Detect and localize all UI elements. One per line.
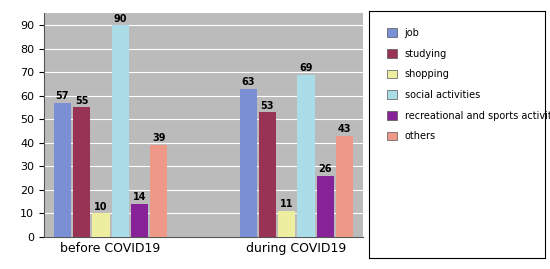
Text: 43: 43 bbox=[338, 124, 351, 134]
Text: 53: 53 bbox=[261, 101, 274, 111]
Bar bbox=[239, 89, 257, 237]
Bar bbox=[317, 176, 334, 237]
Text: 55: 55 bbox=[75, 96, 89, 106]
Text: 63: 63 bbox=[241, 77, 255, 87]
Text: 39: 39 bbox=[152, 133, 166, 143]
Text: 69: 69 bbox=[299, 63, 313, 73]
Legend: job, studying, shopping, social activities, recreational and sports activities, : job, studying, shopping, social activiti… bbox=[382, 23, 550, 146]
Text: 26: 26 bbox=[318, 164, 332, 174]
Bar bbox=[131, 204, 148, 237]
Text: 10: 10 bbox=[94, 201, 108, 212]
Bar bbox=[150, 145, 168, 237]
Text: 57: 57 bbox=[56, 91, 69, 101]
Bar bbox=[278, 211, 295, 237]
Bar bbox=[92, 213, 109, 237]
Text: 90: 90 bbox=[113, 13, 127, 24]
Bar bbox=[54, 103, 71, 237]
Bar bbox=[336, 136, 353, 237]
Bar bbox=[298, 75, 315, 237]
Bar bbox=[112, 25, 129, 237]
Text: 14: 14 bbox=[133, 192, 146, 202]
Bar bbox=[259, 112, 276, 237]
Text: 11: 11 bbox=[280, 199, 294, 209]
Bar bbox=[73, 107, 90, 237]
